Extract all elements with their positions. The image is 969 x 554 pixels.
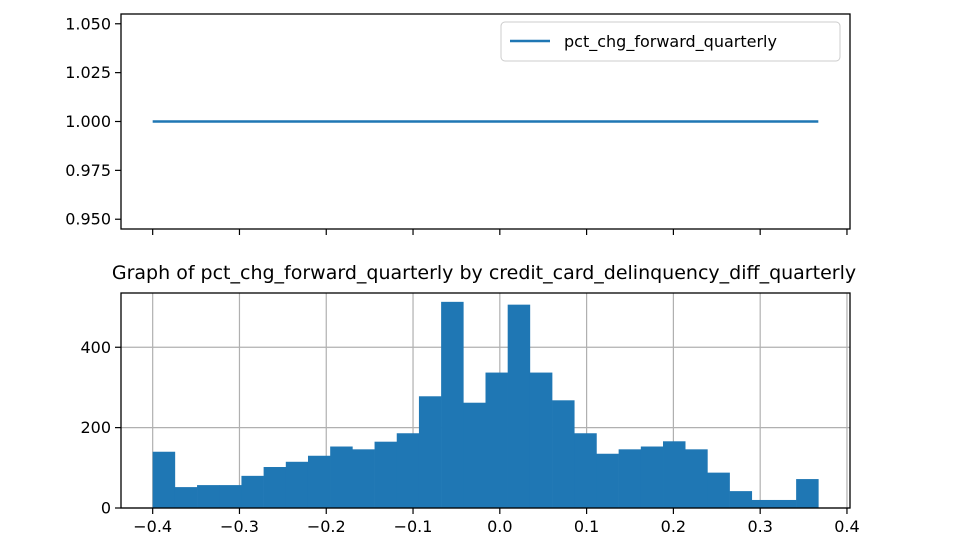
legend-box <box>500 21 841 62</box>
top-x-axis <box>152 229 848 235</box>
bottom-y-tick-label: 200 <box>80 418 111 437</box>
histogram-bar <box>263 467 287 508</box>
bottom-x-tick-label: 0.1 <box>574 517 599 536</box>
bottom-plot-frame <box>120 292 851 509</box>
histogram-bar <box>663 441 686 508</box>
top-y-tick-label: 1.050 <box>65 14 111 33</box>
bottom-histogram: 0 200 400 −0.4 −0.3 −0.2 −0.1 0.0 0.1 0.2 0.3 0.4 <box>80 292 860 536</box>
bottom-x-tick-label: −0.2 <box>307 517 346 536</box>
histogram-bar <box>507 304 531 508</box>
histogram-bar <box>773 499 797 508</box>
bottom-x-tick-label: −0.1 <box>394 517 433 536</box>
top-y-tick-label: 0.975 <box>65 161 111 180</box>
histogram-bar <box>219 485 242 508</box>
histogram-bar <box>285 461 309 508</box>
histogram-bar <box>418 396 442 508</box>
top-plot-frame <box>120 13 851 230</box>
legend-label: pct_chg_forward_quarterly <box>564 32 777 52</box>
histogram-bar <box>574 433 597 508</box>
top-y-axis: 0.950 0.975 1.000 1.025 1.050 <box>65 14 121 229</box>
histogram-bar <box>796 479 819 508</box>
histogram-bar <box>640 446 664 508</box>
histogram-bar <box>529 372 553 508</box>
top-y-tick-label: 1.025 <box>65 63 111 82</box>
bottom-y-tick-label: 0 <box>101 499 111 518</box>
histogram-title: Graph of pct_chg_forward_quarterly by cr… <box>112 262 856 284</box>
histogram-bar <box>618 449 642 508</box>
bottom-x-axis: −0.4 −0.3 −0.2 −0.1 0.0 0.1 0.2 0.3 0.4 <box>133 508 860 536</box>
histogram-bar <box>396 433 420 508</box>
top-line-chart: 0.950 0.975 1.000 1.025 1.050 pct_chg_forwar… <box>65 13 851 235</box>
bottom-x-tick-label: 0.4 <box>834 517 859 536</box>
histogram-bar <box>596 453 619 508</box>
histogram-bar <box>352 449 375 508</box>
bottom-x-tick-label: 0.3 <box>747 517 772 536</box>
histogram-bar <box>485 372 508 508</box>
histogram-bar <box>152 451 176 508</box>
bottom-y-axis: 0 200 400 <box>80 338 121 518</box>
bottom-x-tick-label: −0.3 <box>220 517 259 536</box>
bottom-x-tick-label: 0.2 <box>661 517 686 536</box>
histogram-bars <box>152 301 819 508</box>
histogram-bar <box>463 402 486 508</box>
histogram-bar <box>330 446 353 508</box>
legend: pct_chg_forward_quarterly <box>500 21 841 62</box>
histogram-bar <box>441 301 464 508</box>
histogram-bar <box>729 491 753 508</box>
histogram-bar <box>751 499 775 508</box>
histogram-bar <box>374 441 398 508</box>
histogram-bar <box>707 472 730 508</box>
histogram-bar <box>197 485 220 508</box>
bottom-y-tick-label: 400 <box>80 338 111 357</box>
histogram-bar <box>241 475 264 508</box>
bottom-x-tick-label: 0.0 <box>487 517 512 536</box>
histogram-bar <box>174 487 198 508</box>
top-y-tick-label: 0.950 <box>65 210 111 229</box>
bottom-x-tick-label: −0.4 <box>133 517 172 536</box>
histogram-bar <box>307 455 331 508</box>
top-y-tick-label: 1.000 <box>65 112 111 131</box>
histogram-bar <box>552 400 575 508</box>
histogram-bar <box>685 449 708 508</box>
